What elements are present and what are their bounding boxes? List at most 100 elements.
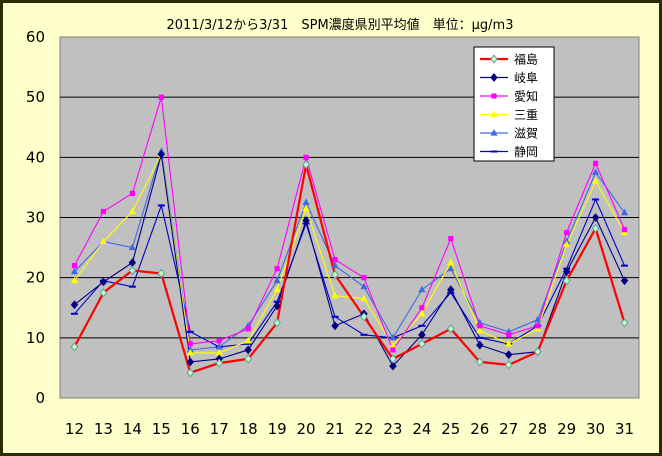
data-point — [592, 160, 599, 166]
data-point — [273, 276, 281, 284]
legend-label: 静岡 — [514, 145, 538, 159]
legend-label: 三重 — [514, 108, 538, 122]
data-point — [128, 265, 137, 276]
y-tick-label: 0 — [35, 389, 45, 407]
data-point — [99, 277, 108, 287]
data-point — [506, 332, 512, 338]
data-point — [129, 190, 135, 197]
x-tick-label: 20 — [297, 420, 316, 438]
data-point — [245, 326, 251, 332]
x-tick-label: 28 — [528, 420, 547, 438]
y-tick-label: 60 — [26, 28, 45, 46]
y-tick-label: 30 — [26, 209, 45, 227]
data-point — [215, 358, 224, 368]
x-tick-label: 26 — [470, 420, 489, 438]
data-point — [476, 340, 484, 350]
data-point — [446, 324, 455, 334]
data-point — [70, 300, 79, 310]
x-tick-label: 25 — [441, 420, 460, 438]
data-point — [505, 350, 513, 360]
data-point — [620, 208, 629, 216]
data-point — [244, 354, 253, 364]
y-tick-label: 40 — [26, 148, 45, 166]
data-point — [331, 261, 339, 269]
data-point — [70, 342, 79, 352]
data-point — [215, 342, 223, 350]
data-point — [302, 159, 310, 170]
data-point — [274, 266, 280, 272]
data-point — [360, 312, 368, 322]
data-point — [215, 348, 223, 356]
data-point — [591, 223, 600, 233]
data-point — [389, 354, 397, 364]
data-point — [448, 235, 454, 242]
data-point — [562, 267, 571, 277]
data-point — [621, 226, 628, 233]
data-point — [475, 357, 484, 367]
series-line-5 — [74, 198, 626, 348]
data-point — [186, 348, 194, 356]
data-point — [128, 207, 136, 215]
data-point — [390, 347, 396, 353]
data-point — [360, 282, 368, 290]
legend-marker — [490, 129, 498, 136]
y-tick-label: 10 — [26, 329, 45, 347]
x-tick-label: 22 — [354, 420, 373, 438]
data-point — [99, 288, 108, 298]
x-tick-label: 12 — [65, 420, 84, 438]
data-point — [332, 257, 338, 263]
data-point — [361, 275, 367, 281]
data-point — [186, 368, 195, 378]
data-point — [562, 276, 571, 286]
data-point — [535, 323, 541, 329]
series-line-0 — [73, 164, 626, 375]
data-point — [418, 330, 426, 340]
x-tick-label: 31 — [615, 420, 634, 438]
data-point — [504, 360, 513, 370]
series-line-1 — [74, 154, 626, 368]
legend-marker — [490, 54, 498, 64]
data-point — [564, 229, 570, 236]
x-tick-label: 18 — [239, 420, 258, 438]
data-point — [70, 276, 79, 284]
x-tick-label: 29 — [557, 420, 576, 438]
data-point — [187, 341, 193, 347]
data-point — [273, 285, 281, 293]
legend-box — [473, 46, 555, 162]
data-point — [244, 345, 252, 355]
data-point — [389, 361, 397, 371]
data-point — [71, 263, 78, 269]
y-tick-label: 20 — [26, 269, 45, 287]
data-point — [418, 285, 426, 293]
data-point — [447, 258, 455, 266]
data-point — [534, 315, 542, 323]
x-tick-label: 15 — [152, 420, 171, 438]
data-point — [273, 318, 281, 328]
legend-label: 滋賀 — [514, 127, 538, 141]
data-point — [331, 321, 339, 331]
x-tick-label: 24 — [412, 420, 431, 438]
data-point — [273, 301, 281, 311]
data-point — [620, 318, 629, 328]
x-tick-label: 27 — [499, 420, 518, 438]
data-point — [128, 243, 136, 251]
data-point — [99, 237, 108, 245]
data-point — [563, 240, 571, 248]
data-point — [620, 276, 629, 286]
data-point — [158, 94, 164, 100]
legend-label: 岐阜 — [514, 71, 538, 85]
series-line-2 — [74, 97, 626, 352]
x-tick-label: 14 — [123, 420, 142, 438]
legend-marker — [491, 93, 497, 99]
data-point — [505, 339, 513, 347]
x-tick-label: 19 — [268, 420, 287, 438]
data-point — [157, 268, 166, 279]
x-tick-label: 30 — [586, 420, 605, 438]
data-point — [591, 177, 600, 184]
data-point — [302, 216, 310, 225]
data-point — [447, 264, 455, 272]
legend-marker — [490, 110, 498, 118]
data-point — [302, 198, 310, 206]
